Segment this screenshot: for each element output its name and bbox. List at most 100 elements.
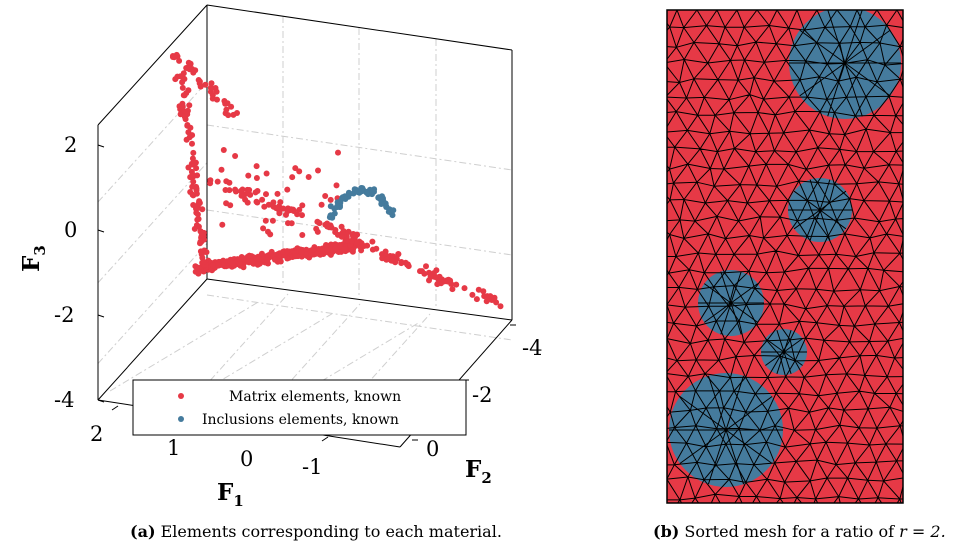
mesh-edges <box>667 10 903 503</box>
point-matrix <box>180 92 187 99</box>
legend-marker-inclusions <box>178 416 184 422</box>
point-matrix <box>200 259 207 265</box>
x-axis-label: F1 <box>217 479 244 510</box>
point-matrix <box>292 165 299 172</box>
point-matrix <box>269 217 276 224</box>
axis-edge <box>206 278 513 321</box>
point-matrix <box>289 174 296 181</box>
point-matrix <box>485 295 492 302</box>
point-matrix <box>194 172 201 179</box>
point-matrix <box>398 260 405 267</box>
point-matrix <box>194 211 201 218</box>
point-inclusion <box>327 203 334 210</box>
grid-line <box>206 124 513 171</box>
point-matrix <box>214 96 220 103</box>
point-matrix <box>299 212 305 219</box>
point-matrix <box>335 149 341 156</box>
point-matrix <box>314 218 321 225</box>
point-matrix <box>318 245 325 252</box>
point-matrix <box>195 77 202 83</box>
point-matrix <box>421 270 428 277</box>
point-matrix <box>493 299 500 306</box>
caption-b-label: (b) <box>653 522 680 541</box>
point-inclusion <box>369 188 376 195</box>
point-matrix <box>229 260 236 267</box>
legend-label-matrix: Matrix elements, known <box>229 389 401 405</box>
point-matrix <box>193 190 200 197</box>
z-axis-label: F3 <box>18 245 49 272</box>
grid-line <box>97 162 208 284</box>
point-matrix <box>221 98 228 104</box>
point-matrix <box>461 285 468 292</box>
caption-b-text: Sorted mesh for a ratio of <box>684 522 895 541</box>
point-matrix <box>284 186 291 193</box>
point-matrix <box>236 260 243 267</box>
point-matrix <box>423 263 429 270</box>
grid-line <box>97 243 208 364</box>
point-matrix <box>322 193 329 199</box>
point-matrix <box>258 250 265 257</box>
point-matrix <box>185 129 192 136</box>
point-matrix <box>189 66 196 72</box>
point-inclusion <box>378 201 385 207</box>
point-matrix <box>349 231 356 238</box>
x-tick-label: 1 <box>167 436 180 460</box>
point-matrix <box>448 281 455 287</box>
point-matrix <box>338 233 345 240</box>
grid-lines <box>97 16 513 435</box>
point-matrix <box>189 171 196 178</box>
legend-label-inclusions: Inclusions elements, known <box>202 412 399 428</box>
point-matrix <box>237 188 244 194</box>
point-matrix <box>395 251 402 257</box>
point-matrix <box>272 256 278 263</box>
caption-b-math: r = 2. <box>899 522 946 541</box>
inclusion-edge-path <box>698 271 764 335</box>
point-matrix <box>259 196 266 203</box>
point-matrix <box>305 174 312 180</box>
point-matrix <box>273 205 280 212</box>
point-matrix <box>383 256 390 263</box>
point-matrix <box>232 153 239 159</box>
point-inclusion <box>358 188 365 195</box>
axis-edge <box>206 4 513 51</box>
point-matrix <box>189 140 195 147</box>
point-matrix <box>434 281 441 288</box>
point-matrix <box>449 286 456 293</box>
point-matrix <box>264 257 271 264</box>
z-tick-label: 0 <box>64 218 77 242</box>
inclusion-edge-path <box>788 179 852 241</box>
point-matrix <box>369 238 376 245</box>
point-matrix <box>332 227 339 233</box>
point-inclusion <box>390 207 397 214</box>
point-matrix <box>203 249 210 256</box>
point-matrix <box>480 288 487 295</box>
point-matrix <box>189 155 196 162</box>
point-matrix <box>469 291 476 298</box>
point-matrix <box>195 216 202 222</box>
y-ticks: -4 -2 0 <box>426 336 542 461</box>
point-matrix <box>184 122 191 129</box>
y-tick-label: -2 <box>472 383 492 407</box>
point-matrix <box>337 243 343 250</box>
point-matrix <box>218 166 225 173</box>
mesh-border <box>666 9 904 504</box>
point-matrix <box>208 80 215 87</box>
inclusion-edge-path <box>789 10 901 117</box>
point-matrix <box>220 147 227 153</box>
point-matrix <box>265 228 271 235</box>
point-matrix <box>254 188 261 194</box>
point-matrix <box>309 247 316 253</box>
point-matrix <box>288 220 295 227</box>
point-matrix <box>179 84 186 91</box>
point-matrix <box>497 303 504 310</box>
x-tick-label: 2 <box>90 422 103 446</box>
point-matrix <box>298 249 305 256</box>
point-matrix <box>491 294 498 301</box>
mesh-panel <box>666 9 904 504</box>
legend: Matrix elements, known Inclusions elemen… <box>132 379 467 436</box>
grid-line <box>206 209 513 256</box>
point-matrix <box>208 85 215 92</box>
point-matrix <box>187 60 194 67</box>
point-matrix <box>240 255 247 262</box>
point-matrix <box>245 172 252 179</box>
